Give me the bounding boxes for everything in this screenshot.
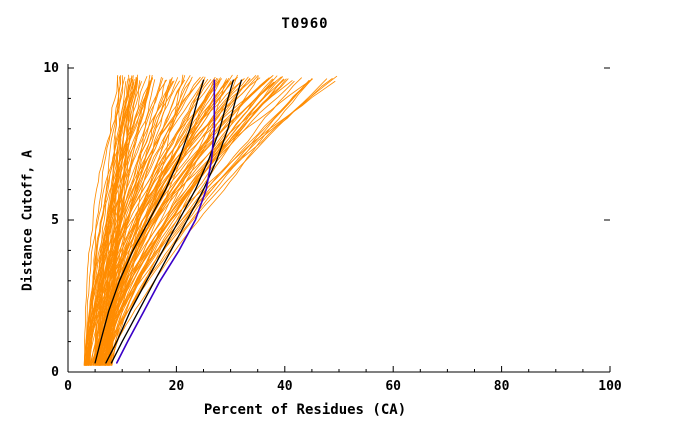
black-model-2 <box>105 79 234 364</box>
x-tick-label: 0 <box>64 379 72 394</box>
y-tick-label: 5 <box>51 213 59 228</box>
tick-marks <box>67 67 611 373</box>
chart-title: T0960 <box>281 16 329 32</box>
y-tick-label: 10 <box>43 61 59 76</box>
blue-model <box>116 79 216 364</box>
predicted-models-orange <box>83 74 338 366</box>
black-model-3 <box>110 79 243 364</box>
x-tick-label: 80 <box>494 379 510 394</box>
x-tick-label: 60 <box>385 379 401 394</box>
black-model-1 <box>94 79 205 364</box>
y-axis-label: Distance Cutoff, A <box>20 150 36 291</box>
y-tick-label: 0 <box>51 365 59 380</box>
x-axis-label: Percent of Residues (CA) <box>203 402 407 418</box>
x-tick-label: 40 <box>277 379 293 394</box>
x-tick-label: 20 <box>169 379 185 394</box>
tick-labels: 0 20 40 60 80 100 0 5 10 <box>43 61 622 394</box>
highlight-series <box>94 79 243 364</box>
x-tick-label: 100 <box>598 379 622 394</box>
